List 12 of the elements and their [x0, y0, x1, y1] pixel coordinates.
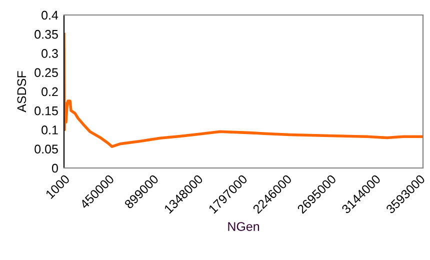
y-axis-title: ASDSF — [17, 71, 26, 112]
y-tick-label: 0 — [52, 164, 58, 173]
y-tick-label: 0.1 — [42, 126, 58, 134]
x-axis-title: NGen — [228, 222, 260, 231]
y-tick-label: 0.2 — [42, 87, 58, 96]
y-tick-label: 0.4 — [42, 10, 58, 20]
y-tick-label: 0.3 — [42, 49, 58, 58]
y-tick-label: 0.15 — [34, 106, 58, 116]
y-tick-label: 0.05 — [34, 144, 58, 154]
line-series — [64, 32, 423, 148]
y-tick-label: 0.35 — [34, 30, 58, 39]
y-tick-label: 0.25 — [34, 68, 58, 78]
